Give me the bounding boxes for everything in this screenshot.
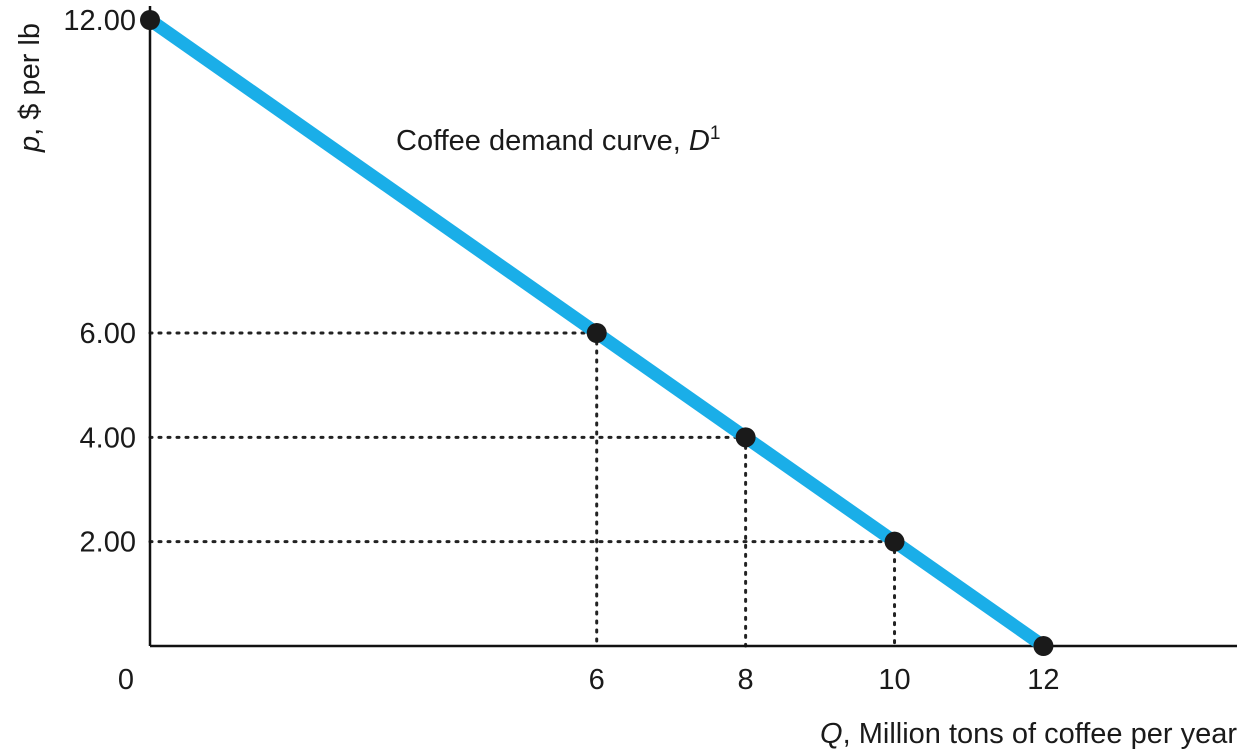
dotted-guides (148, 331, 897, 648)
y-tick-label-12.00: 12.00 (63, 5, 136, 37)
data-point-0 (140, 10, 160, 30)
x-axis-label: Q, Million tons of coffee per year (820, 718, 1237, 750)
data-point-3 (884, 531, 905, 552)
data-point-2 (735, 427, 756, 448)
annotation-variable: D (689, 125, 710, 157)
y-axis-label: p, $ per lb (14, 23, 46, 153)
y-axis-variable: p (14, 136, 46, 153)
y-tick-label-4.00: 4.00 (80, 422, 136, 454)
x-axis-variable: Q (820, 718, 843, 750)
y-axis-label-text: , $ per lb (14, 23, 46, 136)
y-tick-label-6.00: 6.00 (80, 318, 136, 350)
annotation-superscript: 1 (710, 123, 721, 144)
annotation-text: Coffee demand curve, (396, 125, 689, 157)
x-tick-label-10: 10 (878, 664, 910, 696)
data-point-4 (1033, 636, 1054, 656)
tick-labels: 0 6 8 10 12 2.00 4.00 6.00 12.00 (63, 5, 1059, 696)
x-tick-label-8: 8 (738, 664, 754, 696)
demand-curve-annotation: Coffee demand curve, D1 (396, 123, 720, 157)
data-point-1 (586, 323, 607, 343)
x-tick-label-12: 12 (1027, 664, 1059, 696)
x-tick-label-0: 0 (118, 664, 134, 696)
series-layer (140, 10, 1054, 656)
x-tick-label-6: 6 (589, 664, 605, 696)
x-axis-label-text: , Million tons of coffee per year (843, 718, 1238, 750)
y-tick-label-2.00: 2.00 (80, 527, 136, 559)
